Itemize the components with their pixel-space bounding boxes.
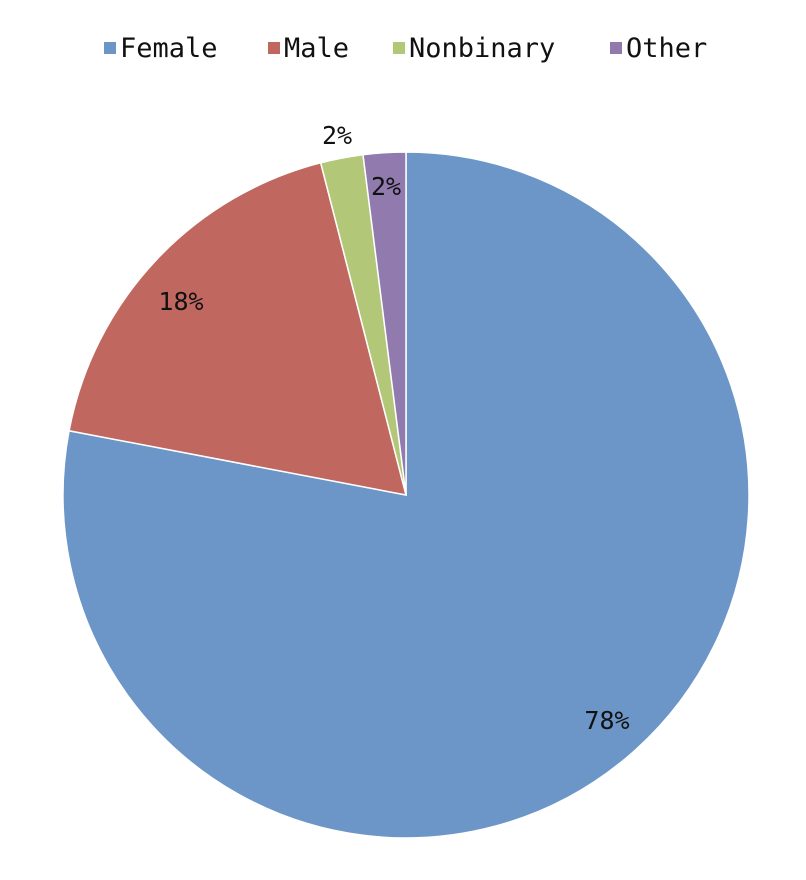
pie-slice-male: [68, 161, 408, 496]
slice-label-female: 78%: [584, 706, 629, 735]
pie-slice-other: [362, 151, 407, 496]
legend-label-female: Female: [120, 33, 218, 64]
slice-label-nonbinary: 2%: [322, 121, 352, 150]
legend-label-other: Other: [626, 33, 707, 64]
legend: Female Male Nonbinary Other: [104, 33, 707, 64]
slice-labels: 78% 18% 2% 2%: [158, 121, 629, 735]
slice-label-other: 2%: [371, 172, 401, 201]
legend-label-nonbinary: Nonbinary: [409, 33, 555, 64]
legend-label-male: Male: [284, 33, 349, 64]
legend-swatch-male: [268, 42, 280, 54]
legend-swatch-other: [610, 42, 622, 54]
pie-slices: [62, 151, 750, 839]
legend-swatch-nonbinary: [393, 42, 405, 54]
slice-label-male: 18%: [158, 287, 203, 316]
legend-swatch-female: [104, 42, 116, 54]
